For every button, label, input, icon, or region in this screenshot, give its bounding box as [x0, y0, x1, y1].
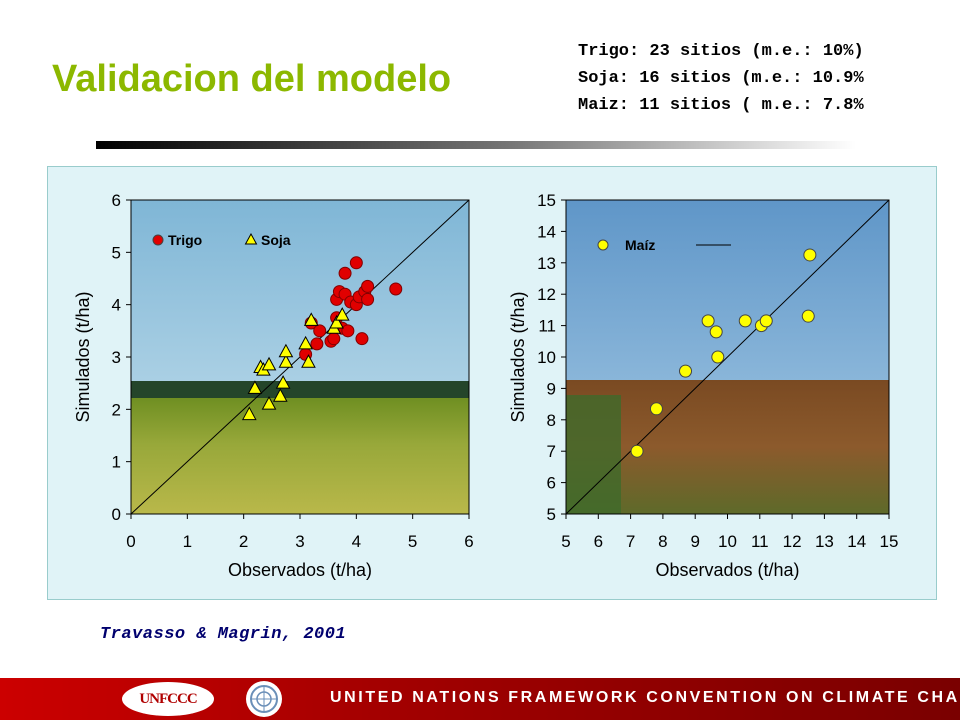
- trigo-point: [361, 292, 375, 306]
- trigo-point: [341, 324, 355, 338]
- stats-line-maiz: Maiz: 11 sitios ( m.e.: 7.8%: [578, 96, 864, 115]
- one-to-one-line: [565, 199, 890, 515]
- legend-soja-marker: [244, 232, 258, 245]
- y-tick-label: 10: [537, 348, 556, 367]
- x-tick-label: 9: [690, 532, 699, 551]
- legend-trigo-marker: [152, 234, 164, 246]
- y-tick-label: 0: [112, 505, 121, 524]
- x-tick-label: 11: [751, 532, 769, 551]
- x-tick-label: 12: [783, 532, 802, 551]
- y-tick-label: 6: [112, 191, 121, 210]
- stats-line-soja: Soja: 16 sitios (m.e.: 10.9%: [578, 69, 864, 88]
- y-tick-label: 15: [537, 191, 556, 210]
- x-axis-label: Observados (t/ha): [655, 560, 799, 580]
- maz-point: [801, 309, 815, 323]
- soja-point: [261, 396, 277, 410]
- soja-point: [275, 375, 291, 389]
- y-tick-label: 13: [537, 254, 556, 273]
- maz-point: [701, 314, 715, 328]
- soja-point: [303, 312, 319, 326]
- maz-point: [679, 364, 693, 378]
- y-tick-label: 1: [112, 453, 121, 472]
- x-tick-label: 4: [352, 532, 361, 551]
- title-divider: [96, 141, 856, 149]
- soja-point: [278, 343, 294, 358]
- page-title: Validacion del modelo: [52, 58, 452, 100]
- maz-point: [711, 350, 725, 364]
- x-tick-label: 13: [815, 532, 834, 551]
- x-tick-label: 1: [183, 532, 192, 551]
- y-tick-label: 14: [537, 222, 556, 241]
- legend-maz-label: Maíz: [625, 237, 655, 253]
- chart1-plot: 00 1 1 2 2 3 3 4 4 5 5 6 6 Observados (t/ha) Simulados…: [73, 191, 474, 580]
- soja-point: [334, 307, 350, 321]
- soja-point: [247, 380, 263, 394]
- soja-point: [261, 356, 277, 371]
- x-tick-label: 10: [718, 532, 737, 551]
- y-tick-label: 9: [547, 379, 556, 398]
- x-axis-label: Observados (t/ha): [228, 560, 372, 580]
- trigo-point: [349, 256, 363, 270]
- maz-point: [803, 248, 817, 262]
- x-tick-label: 5: [561, 532, 570, 551]
- maz-point: [649, 402, 663, 416]
- x-tick-label: 15: [880, 532, 899, 551]
- stats-line-trigo: Trigo: 23 sitios (m.e.: 10%): [578, 42, 864, 61]
- credit-citation: Travasso & Magrin, 2001: [100, 625, 347, 644]
- footer-banner-text: UNITED NATIONS FRAMEWORK CONVENTION ON C…: [330, 689, 960, 706]
- stats-block: Trigo: 23 sitios (m.e.: 10%) Soja: 16 si…: [578, 38, 864, 119]
- y-axis-label: Simulados (t/ha): [73, 291, 93, 422]
- x-tick-label: 0: [126, 532, 135, 551]
- maz-point: [738, 314, 752, 328]
- un-emblem-icon: [246, 681, 282, 717]
- soja-point: [272, 388, 288, 402]
- soja-point: [298, 335, 313, 350]
- x-tick-label: 8: [658, 532, 667, 551]
- soja-point: [329, 314, 344, 329]
- x-tick-label: 14: [847, 532, 866, 551]
- maz-point: [759, 314, 773, 328]
- y-tick-label: 5: [547, 505, 556, 524]
- maz-point: [709, 325, 723, 339]
- trigo-point: [389, 282, 403, 296]
- y-tick-label: 7: [547, 442, 556, 461]
- trigo-point: [310, 337, 324, 351]
- soja-point: [278, 354, 294, 368]
- maz-point: [630, 444, 644, 458]
- y-axis-label: Simulados (t/ha): [508, 291, 528, 422]
- y-tick-label: 5: [112, 243, 121, 262]
- legend-trigo-label: Trigo: [168, 232, 202, 248]
- soja-point: [241, 406, 257, 421]
- trigo-point: [327, 332, 341, 346]
- x-tick-label: 6: [464, 532, 473, 551]
- chart2-plot: 55 6 6 7 7 8 8 9 9 10 10 11 11 12 12 13 13 14 14 15 15 Observ…: [508, 191, 898, 580]
- x-tick-label: 5: [408, 532, 417, 551]
- y-tick-label: 3: [112, 348, 121, 367]
- trigo-point: [338, 266, 352, 280]
- y-tick-label: 2: [112, 400, 121, 419]
- x-tick-label: 6: [594, 532, 603, 551]
- x-tick-label: 3: [295, 532, 304, 551]
- y-tick-label: 12: [537, 285, 556, 304]
- x-tick-label: 7: [626, 532, 635, 551]
- y-tick-label: 11: [538, 317, 556, 336]
- legend-maz-marker: [597, 239, 609, 251]
- legend-soja-label: Soja: [261, 232, 291, 248]
- trigo-point: [361, 279, 375, 293]
- y-tick-label: 6: [547, 474, 556, 493]
- unfccc-logo: UNFCCC: [122, 682, 214, 716]
- footer-banner: UNFCCC UNITED NATIONS FRAMEWORK CONVENTI…: [0, 678, 960, 720]
- soja-point: [301, 354, 316, 368]
- y-tick-label: 4: [112, 296, 121, 315]
- x-tick-label: 2: [239, 532, 248, 551]
- trigo-point: [313, 324, 327, 338]
- y-tick-label: 8: [547, 411, 556, 430]
- trigo-point: [355, 332, 369, 346]
